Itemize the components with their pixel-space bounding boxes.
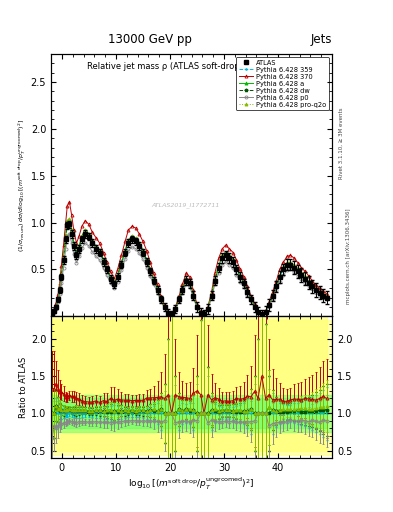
Y-axis label: Ratio to ATLAS: Ratio to ATLAS bbox=[19, 357, 28, 418]
Legend: ATLAS, Pythia 6.428 359, Pythia 6.428 370, Pythia 6.428 a, Pythia 6.428 dw, Pyth: ATLAS, Pythia 6.428 359, Pythia 6.428 37… bbox=[236, 57, 329, 111]
Text: Relative jet mass ρ (ATLAS soft-drop observables): Relative jet mass ρ (ATLAS soft-drop obs… bbox=[87, 61, 296, 71]
Bar bbox=[51, 320, 332, 455]
X-axis label: $\log_{10}[(m^{\rm soft\ drop}/p_T^{\rm ungroomed})^2]$: $\log_{10}[(m^{\rm soft\ drop}/p_T^{\rm … bbox=[128, 476, 255, 492]
Y-axis label: $(1/\sigma_\mathrm{resum})\ d\sigma/d\log_{10}[(m^\mathrm{soft\ drop}/p_T^\mathr: $(1/\sigma_\mathrm{resum})\ d\sigma/d\lo… bbox=[17, 118, 28, 252]
Text: ATLAS2019_I1772711: ATLAS2019_I1772711 bbox=[152, 202, 220, 208]
Text: Jets: Jets bbox=[310, 33, 332, 46]
Text: mcplots.cern.ch [arXiv:1306.3436]: mcplots.cern.ch [arXiv:1306.3436] bbox=[346, 208, 351, 304]
Bar bbox=[51, 395, 332, 432]
Text: Rivet 3.1.10, ≥ 3M events: Rivet 3.1.10, ≥ 3M events bbox=[339, 108, 344, 179]
Text: 13000 GeV pp: 13000 GeV pp bbox=[108, 33, 191, 46]
